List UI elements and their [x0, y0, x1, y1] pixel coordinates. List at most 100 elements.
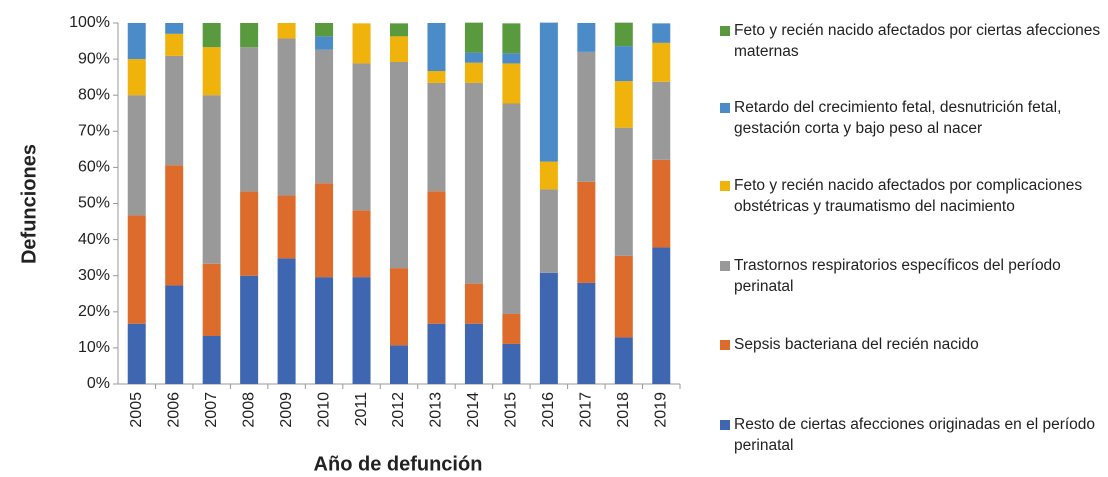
bar-segment: [652, 159, 671, 248]
x-tick-label: 2005: [128, 392, 145, 428]
bar-segment: [464, 22, 483, 53]
bar-segment: [502, 103, 521, 314]
bar-segment: [315, 49, 334, 184]
bar-segment: [127, 23, 146, 60]
x-tick-label: 2015: [503, 392, 520, 428]
bar-segment: [202, 23, 221, 48]
legend-item: Feto y recién nacido afectados por ciert…: [718, 20, 1108, 62]
bar-segment: [539, 189, 558, 273]
legend-item: Sepsis bacteriana del recién nacido: [718, 334, 1108, 355]
x-tick-label: 2016: [540, 392, 557, 428]
bar-segment: [352, 210, 371, 278]
bar-segment: [352, 23, 371, 64]
legend-label: Feto y recién nacido afectados por ciert…: [734, 22, 1101, 60]
bar-segment: [652, 42, 671, 82]
bar-segment: [539, 22, 558, 162]
bar-segment: [165, 55, 184, 166]
bar-segment: [614, 337, 633, 384]
bar-segment: [277, 258, 296, 384]
bar-segment: [502, 63, 521, 104]
y-tick-label: 90%: [78, 50, 110, 67]
bar-segment: [277, 195, 296, 259]
bar-segment: [390, 36, 408, 62]
bar-segment: [315, 183, 334, 278]
bar-segment: [165, 23, 184, 34]
y-tick-label: 40%: [78, 231, 110, 248]
legend-label: Retardo del crecimiento fetal, desnutric…: [734, 99, 1062, 137]
bar-segment: [577, 23, 596, 52]
bar-segment: [614, 81, 633, 128]
bar-segment: [390, 345, 408, 384]
x-tick-label: 2012: [390, 392, 407, 428]
bar-segment: [577, 51, 596, 182]
y-tick-label: 70%: [78, 123, 110, 140]
bar-segment: [427, 71, 446, 83]
legend-item: Feto y recién nacido afectados por compl…: [718, 175, 1108, 217]
bar-segment: [502, 343, 521, 384]
bar-segment: [240, 275, 259, 384]
bar-segment: [652, 23, 671, 43]
bar-segment: [464, 283, 483, 324]
x-tick-label: 2007: [203, 392, 220, 428]
legend-swatch: [720, 181, 730, 191]
x-axis-title: Año de defunción: [314, 453, 483, 475]
bar-segment: [352, 63, 371, 211]
x-tick-label: 2013: [428, 392, 445, 428]
x-tick-label: 2018: [615, 392, 632, 428]
y-tick-label: 0%: [87, 375, 110, 392]
legend-swatch: [720, 420, 730, 430]
bar-segment: [427, 23, 446, 72]
bar-segment: [464, 52, 483, 63]
bar-segment: [464, 82, 483, 284]
bar-segment: [277, 38, 296, 196]
bar-segment: [614, 127, 633, 256]
bar-segment: [502, 23, 521, 54]
bar-segment: [539, 161, 558, 190]
legend-label: Resto de ciertas afecciones originadas e…: [734, 416, 1096, 454]
bar-segment: [315, 277, 334, 384]
legend-label: Feto y recién nacido afectados por compl…: [734, 177, 1083, 215]
bar-segment: [539, 272, 558, 384]
y-tick-label: 10%: [78, 339, 110, 356]
bar-segment: [614, 46, 633, 82]
bar-segment: [127, 59, 146, 96]
bar-segment: [652, 247, 671, 384]
bar-segment: [464, 323, 483, 384]
x-tick-label: 2006: [165, 392, 182, 428]
y-axis-title: Defunciones: [18, 144, 40, 264]
bar-segment: [352, 277, 371, 384]
legend-swatch: [720, 26, 730, 36]
x-tick-label: 2011: [353, 392, 370, 427]
legend-swatch: [720, 340, 730, 350]
bar-segment: [165, 165, 184, 286]
bar-segment: [240, 191, 259, 276]
bar-segment: [390, 23, 408, 37]
legend-item: Trastornos respiratorios específicos del…: [718, 255, 1108, 297]
bar-segment: [614, 255, 633, 338]
x-tick-label: 2019: [652, 392, 669, 428]
y-tick-label: 60%: [78, 159, 110, 176]
bar-segment: [315, 36, 334, 50]
x-tick-label: 2014: [465, 392, 482, 428]
bar-segment: [652, 81, 671, 160]
legend-label: Trastornos respiratorios específicos del…: [734, 257, 1061, 295]
bar-segment: [577, 282, 596, 384]
bar-segment: [427, 323, 446, 384]
bar-segment: [202, 47, 221, 96]
bar-segment: [577, 181, 596, 283]
y-tick-label: 50%: [78, 195, 110, 212]
bar-segment: [390, 268, 408, 346]
bar-segment: [127, 95, 146, 216]
bar-segment: [464, 62, 483, 83]
bar-segment: [165, 33, 184, 56]
y-tick-label: 20%: [78, 303, 110, 320]
bar-segment: [165, 285, 184, 384]
legend-swatch: [720, 261, 730, 271]
x-tick-label: 2008: [240, 392, 257, 428]
x-tick-label: 2017: [578, 392, 595, 428]
bar-segment: [127, 215, 146, 324]
bar-segment: [277, 23, 296, 39]
x-tick-label: 2009: [278, 392, 295, 428]
bar-segment: [614, 22, 633, 47]
bar-segment: [202, 95, 221, 264]
